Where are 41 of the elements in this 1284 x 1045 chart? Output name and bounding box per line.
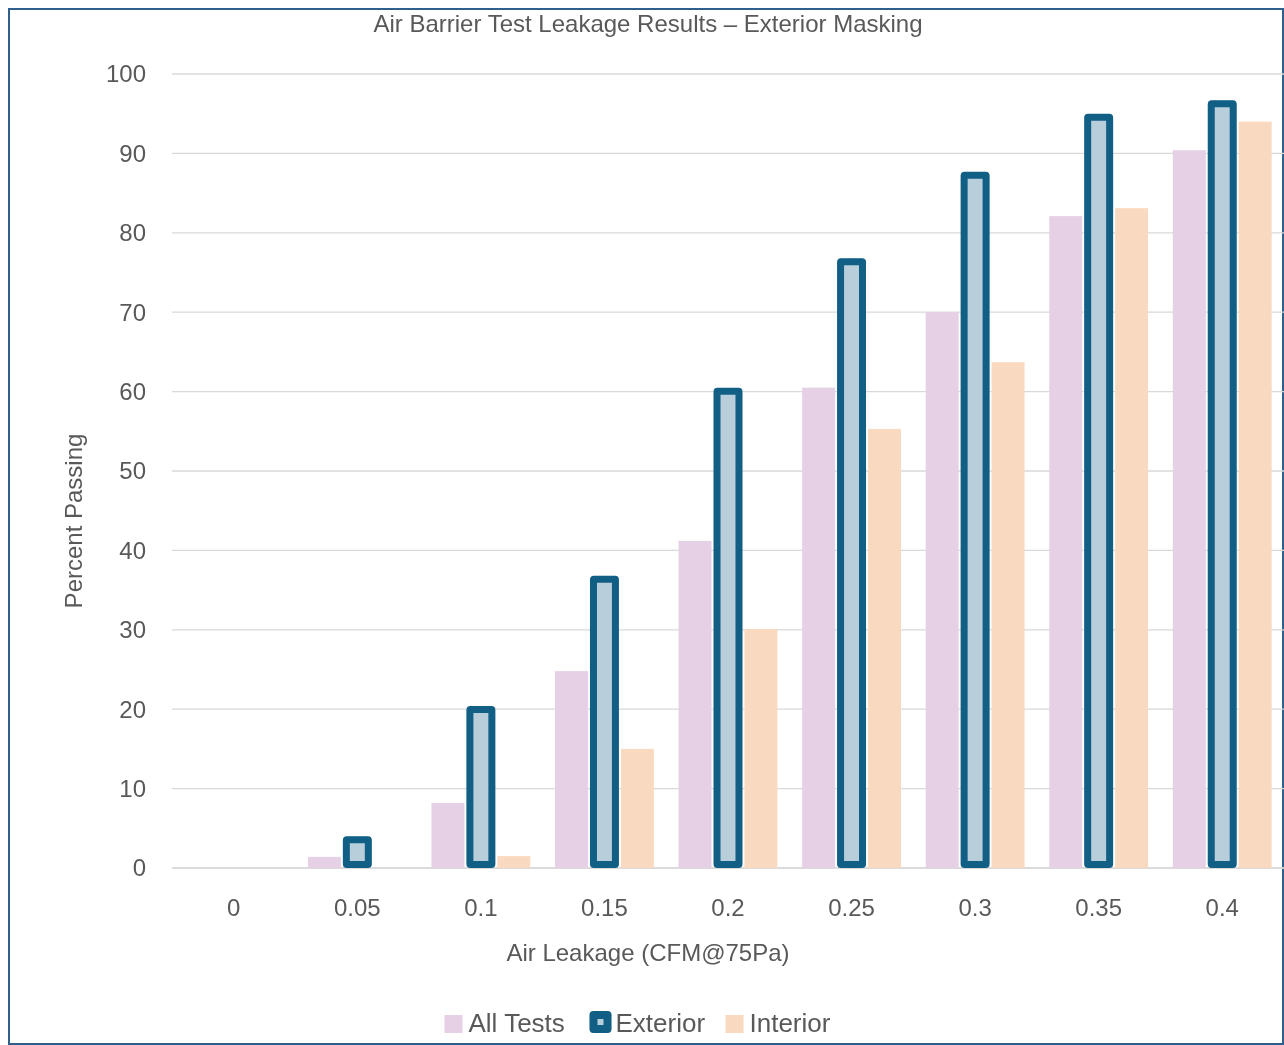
bar bbox=[431, 802, 465, 868]
bar bbox=[991, 362, 1025, 868]
bar bbox=[925, 312, 959, 868]
y-tick-label: 100 bbox=[105, 60, 146, 88]
bar bbox=[1115, 208, 1149, 868]
x-tick-label: 0 bbox=[227, 894, 241, 921]
bar bbox=[678, 540, 712, 868]
x-tick-label: 0.2 bbox=[711, 894, 745, 921]
bar bbox=[1049, 216, 1083, 868]
legend-label: Exterior bbox=[615, 1008, 706, 1039]
bar bbox=[1238, 121, 1272, 868]
y-tick-label: 40 bbox=[119, 536, 146, 564]
x-tick-label: 0.15 bbox=[581, 894, 628, 921]
x-tick-label: 0.25 bbox=[828, 894, 875, 921]
x-axis-title: Air Leakage (CFM@75Pa) bbox=[506, 939, 790, 966]
y-tick-label: 80 bbox=[119, 219, 146, 247]
bar bbox=[555, 671, 588, 868]
y-axis-title: Percent Passing bbox=[60, 433, 87, 609]
y-tick-label: 30 bbox=[119, 616, 146, 644]
legend-label: All Tests bbox=[468, 1008, 565, 1039]
bar bbox=[497, 856, 531, 868]
bar bbox=[802, 387, 836, 868]
x-tick-label: 0.3 bbox=[958, 894, 992, 921]
y-tick-label: 50 bbox=[119, 457, 146, 485]
legend-label: Interior bbox=[749, 1008, 831, 1039]
y-tick-label: 60 bbox=[119, 378, 146, 405]
bar bbox=[307, 856, 341, 868]
x-tick-label: 0.05 bbox=[333, 894, 381, 921]
bar bbox=[868, 428, 901, 868]
chart-title: Air Barrier Test Leakage Results – Exterior Masking bbox=[373, 10, 923, 37]
x-tick-label: 0.4 bbox=[1205, 894, 1239, 921]
x-tick-label: 0.35 bbox=[1075, 894, 1123, 921]
x-tick-label: 0.1 bbox=[464, 894, 498, 921]
y-tick-label: 0 bbox=[132, 854, 146, 882]
y-tick-label: 70 bbox=[119, 298, 146, 326]
bar bbox=[1172, 150, 1206, 868]
bar bbox=[620, 748, 654, 868]
y-tick-label: 90 bbox=[119, 139, 146, 167]
y-tick-label: 10 bbox=[119, 775, 146, 802]
y-tick-label: 20 bbox=[119, 695, 146, 723]
bar bbox=[744, 629, 778, 868]
